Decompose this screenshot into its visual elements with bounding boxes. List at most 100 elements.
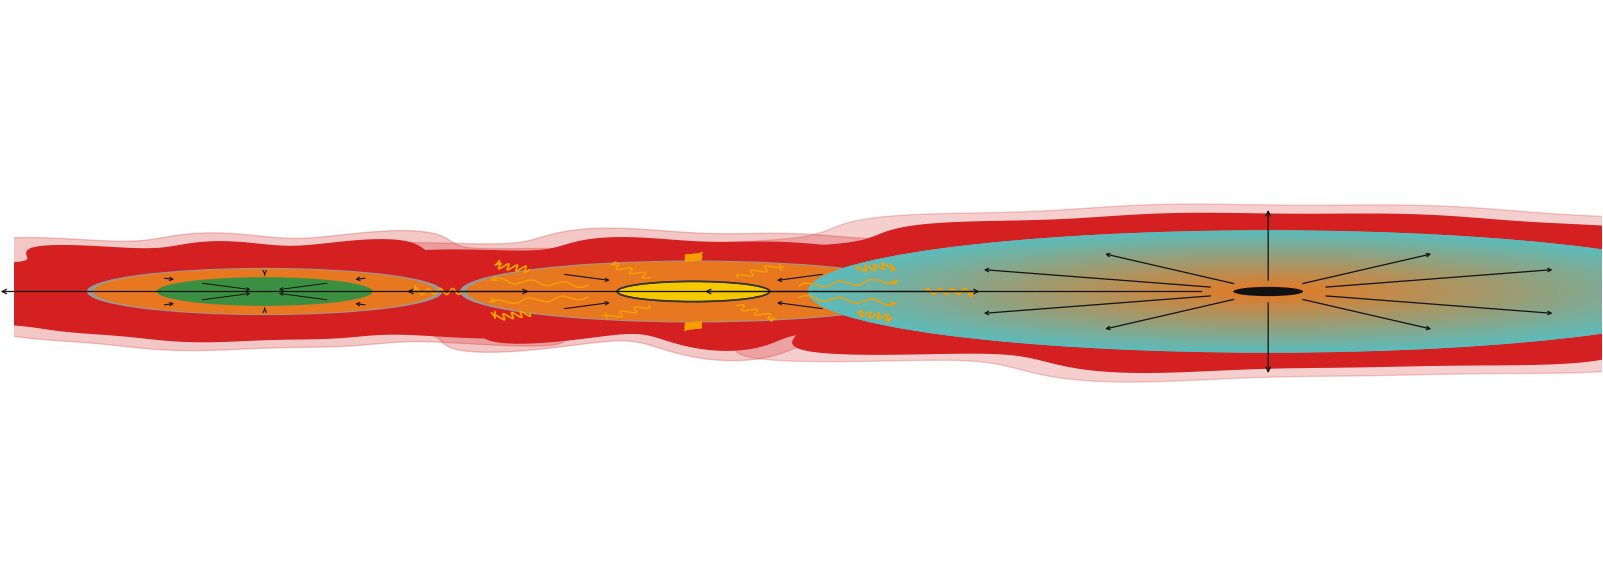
Ellipse shape <box>909 244 1603 339</box>
Ellipse shape <box>1034 260 1504 323</box>
Ellipse shape <box>1221 286 1314 297</box>
Ellipse shape <box>157 277 372 306</box>
Ellipse shape <box>983 254 1553 329</box>
Ellipse shape <box>1125 272 1411 311</box>
Ellipse shape <box>840 234 1603 349</box>
Polygon shape <box>652 213 1603 373</box>
Ellipse shape <box>1226 286 1310 297</box>
Ellipse shape <box>1204 283 1332 300</box>
Ellipse shape <box>1145 275 1393 308</box>
Ellipse shape <box>0 256 532 327</box>
Ellipse shape <box>987 254 1548 329</box>
Ellipse shape <box>858 237 1603 346</box>
Ellipse shape <box>1258 290 1278 293</box>
Polygon shape <box>0 240 654 342</box>
Ellipse shape <box>1056 264 1480 319</box>
Ellipse shape <box>1108 270 1430 313</box>
Ellipse shape <box>1231 287 1305 296</box>
Ellipse shape <box>1250 289 1287 294</box>
Ellipse shape <box>1153 276 1383 307</box>
Ellipse shape <box>955 250 1581 333</box>
Ellipse shape <box>1079 266 1457 317</box>
Ellipse shape <box>1148 276 1388 307</box>
Ellipse shape <box>845 235 1603 348</box>
Ellipse shape <box>1061 264 1475 319</box>
Ellipse shape <box>951 250 1585 333</box>
Polygon shape <box>577 204 1603 382</box>
Ellipse shape <box>1037 261 1499 322</box>
Ellipse shape <box>923 245 1603 338</box>
Ellipse shape <box>1172 279 1364 304</box>
Ellipse shape <box>1116 271 1420 312</box>
Ellipse shape <box>973 252 1563 331</box>
Ellipse shape <box>826 233 1603 350</box>
Ellipse shape <box>1185 280 1351 303</box>
Ellipse shape <box>808 230 1603 353</box>
Ellipse shape <box>1130 273 1406 310</box>
Ellipse shape <box>1177 279 1361 304</box>
Ellipse shape <box>965 251 1573 332</box>
Ellipse shape <box>941 248 1595 335</box>
Ellipse shape <box>1024 259 1512 324</box>
Ellipse shape <box>1120 272 1415 311</box>
Ellipse shape <box>931 247 1603 336</box>
Ellipse shape <box>867 238 1603 345</box>
Ellipse shape <box>862 238 1603 345</box>
Ellipse shape <box>1066 265 1472 318</box>
Ellipse shape <box>404 253 983 330</box>
Ellipse shape <box>997 255 1540 328</box>
Ellipse shape <box>1071 265 1467 318</box>
Ellipse shape <box>1181 280 1356 303</box>
Ellipse shape <box>808 230 1603 353</box>
Ellipse shape <box>460 261 927 322</box>
Ellipse shape <box>886 241 1603 342</box>
Ellipse shape <box>1103 269 1435 314</box>
Ellipse shape <box>1002 256 1536 327</box>
Ellipse shape <box>877 240 1603 343</box>
Ellipse shape <box>830 233 1603 350</box>
Ellipse shape <box>821 232 1603 351</box>
Ellipse shape <box>835 234 1603 349</box>
Ellipse shape <box>946 249 1590 334</box>
Ellipse shape <box>87 268 442 315</box>
Ellipse shape <box>1093 268 1443 315</box>
Ellipse shape <box>1263 291 1273 292</box>
Ellipse shape <box>919 245 1603 338</box>
Ellipse shape <box>1135 274 1401 309</box>
Polygon shape <box>0 230 723 350</box>
Polygon shape <box>295 238 1125 350</box>
Ellipse shape <box>1020 258 1516 325</box>
Ellipse shape <box>1246 289 1290 294</box>
Ellipse shape <box>1140 275 1398 308</box>
Ellipse shape <box>1098 269 1438 314</box>
Ellipse shape <box>617 282 769 301</box>
Ellipse shape <box>1194 282 1342 301</box>
Ellipse shape <box>1236 287 1300 296</box>
Ellipse shape <box>1167 278 1369 305</box>
Ellipse shape <box>1029 259 1507 324</box>
Ellipse shape <box>854 237 1603 346</box>
Ellipse shape <box>1047 262 1489 321</box>
Ellipse shape <box>1042 262 1494 321</box>
Ellipse shape <box>960 251 1577 332</box>
Ellipse shape <box>1010 257 1526 326</box>
Ellipse shape <box>850 236 1603 347</box>
Ellipse shape <box>744 222 1603 361</box>
Ellipse shape <box>891 241 1603 342</box>
Ellipse shape <box>1084 267 1452 316</box>
Ellipse shape <box>936 247 1600 336</box>
Ellipse shape <box>93 269 436 314</box>
Ellipse shape <box>928 246 1603 337</box>
Polygon shape <box>223 228 1202 361</box>
Ellipse shape <box>1074 266 1462 317</box>
Ellipse shape <box>1213 284 1324 299</box>
Ellipse shape <box>1015 258 1521 325</box>
Ellipse shape <box>813 231 1603 352</box>
Ellipse shape <box>1209 283 1327 300</box>
Ellipse shape <box>899 243 1603 340</box>
Ellipse shape <box>914 244 1603 339</box>
Ellipse shape <box>1005 257 1531 326</box>
Ellipse shape <box>872 239 1603 344</box>
Ellipse shape <box>1233 287 1303 296</box>
Ellipse shape <box>882 240 1603 343</box>
